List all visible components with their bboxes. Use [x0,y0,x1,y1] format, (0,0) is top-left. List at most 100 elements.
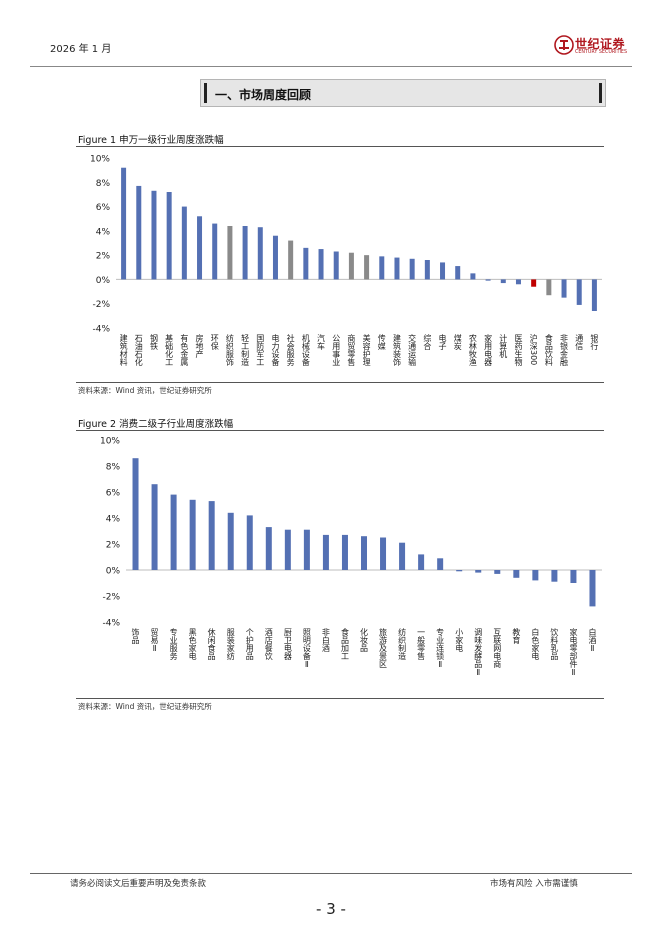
report-date: 2026 年 1 月 [50,44,112,55]
category-label: 照明设备Ⅱ [302,628,311,669]
category-label: 个护用品 [245,628,254,661]
category-label: 计算机 [499,333,508,359]
y-tick-label: 6% [96,203,111,213]
bar [394,257,400,280]
bar [494,570,501,574]
figure-1-chart: -4% -2% 0% 2% 4% 6% 8% 10% 建筑材料 石油石化 钢铁 基础化工 有色金属 房地产… [90,155,602,367]
bar [246,515,253,570]
category-label: 白色家电 [531,627,540,660]
y-tick-label: -2% [92,300,110,310]
bar [132,458,139,570]
category-label: 黑色家电 [188,628,197,660]
bar [333,251,339,280]
bar [456,570,463,572]
bar [437,558,444,570]
section-title-bar: 一、市场周度回顾 [200,79,606,107]
bar [227,226,233,280]
y-tick-label: 2% [106,541,121,551]
y-tick-label: 10% [100,437,120,447]
category-label: 贸易Ⅱ [150,627,159,653]
bar [318,249,324,280]
y-tick-label: 2% [96,252,111,262]
category-label: 旅游及景区 [379,627,388,668]
bar [151,484,158,570]
bar [121,167,127,280]
y-tick-label: 0% [96,276,111,286]
logo-text: 世纪证券 [575,37,626,51]
category-label: 煤炭 [453,333,462,351]
y-tick-label: 4% [106,515,121,525]
category-label: 社会服务 [286,333,295,367]
category-label: 白酒Ⅱ [588,627,597,653]
bar [513,570,520,578]
bar [322,534,329,570]
bar [284,529,291,570]
category-label: 食品加工 [340,627,349,660]
bar [551,570,558,582]
category-label: 商贸零售 [347,333,356,367]
footer-risk-note: 市场有风险 入市需谨慎 [490,879,578,889]
category-label: 饰品 [131,627,140,645]
figure-2-chart: -4% -2% 0% 2% 4% 6% 8% 10% 饰品 贸易Ⅱ 专业服务 黑色家电 休闲食品 服装家纺… [100,437,602,677]
bar [265,527,272,570]
bar [272,235,278,280]
bar [170,494,177,570]
bar [341,534,348,570]
category-label: 交通运输 [408,333,417,367]
bar [591,279,597,311]
category-label: 银行 [590,333,599,351]
bar [166,192,172,280]
bar [257,227,263,280]
bar [348,252,354,280]
footer-divider [30,873,632,874]
category-label: 钢铁 [149,333,158,351]
y-tick-label: 4% [96,227,111,237]
bar [361,536,367,570]
category-label: 专业服务 [169,627,178,661]
category-label: 非白酒 [321,627,330,653]
bar [189,499,196,570]
category-label: 互联网电商 [493,628,502,669]
bar [561,279,567,298]
category-label: 环保 [210,334,219,351]
category-label: 教育 [512,627,521,645]
y-tick-label: 6% [106,489,121,499]
bar [576,279,582,305]
bar [546,279,552,296]
category-label: 化妆品 [360,627,369,653]
category-label: 专业连锁Ⅱ [436,627,445,669]
bar [440,262,446,280]
bar [136,185,142,280]
bar [424,260,430,280]
figure-1-label: Figure 1 [78,135,117,146]
category-label: 家电零部件Ⅱ [569,627,578,677]
y-tick-label: 10% [90,155,110,165]
figure-1-title: 申万一级行业周度涨跌幅 [119,135,224,146]
bar [227,512,234,570]
bar [212,223,218,280]
bar [589,570,596,607]
bar [532,570,539,581]
category-label: 厨卫电器 [283,628,292,661]
category-label: 机械设备 [301,333,310,367]
bar [515,279,521,285]
category-label: 非银金融 [560,333,569,367]
category-label: 基础化工 [165,333,174,366]
category-label: 有色金属 [180,333,189,367]
category-label: 一般零售 [417,628,426,661]
y-tick-label: -2% [102,593,120,603]
category-label: 调味发酵品Ⅱ [474,628,483,677]
category-label: 食品饮料 [544,333,553,367]
figure-1-bottom-rule [76,382,604,383]
bar [181,206,187,280]
header-divider [30,66,632,67]
y-tick-label: -4% [102,619,120,629]
category-label: 美容护理 [362,333,371,366]
section-title: 一、市场周度回顾 [215,88,312,102]
bar [455,266,461,280]
bar [470,273,476,280]
bar [242,226,248,280]
figure-2-source: 资料来源：Wind 资讯，世纪证券研究所 [78,702,212,711]
bar [570,570,577,583]
y-tick-label: 0% [106,567,121,577]
